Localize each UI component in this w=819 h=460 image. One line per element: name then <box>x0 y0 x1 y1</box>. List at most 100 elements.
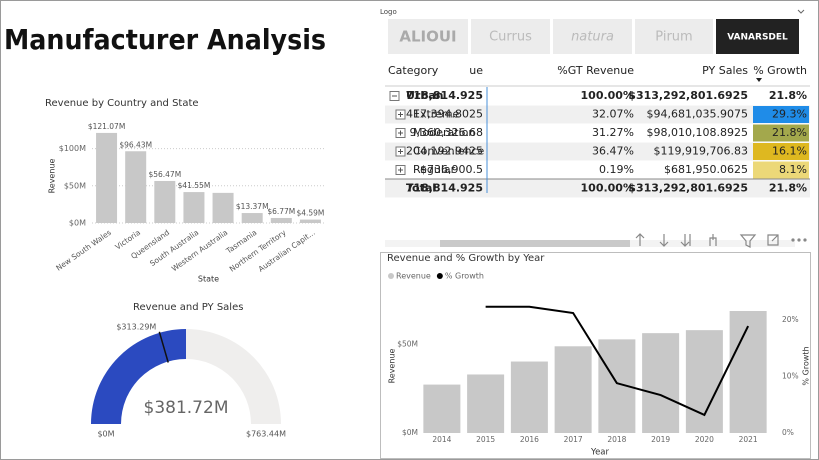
data-label: $96.43M <box>119 140 152 149</box>
line <box>485 305 750 417</box>
x-tick-label: 2014 <box>432 435 451 444</box>
data-label: $6.77M <box>267 207 295 216</box>
gauge-value <box>91 329 186 424</box>
column-header: % Growth <box>753 64 807 77</box>
logo-text: natura <box>571 30 614 45</box>
table-cell: $94,681,035.9075 <box>647 108 748 121</box>
y-axis-title: Revenue <box>48 159 57 194</box>
expand-glyph <box>398 149 403 154</box>
expand-glyph <box>398 112 403 117</box>
legend-marker <box>436 273 443 279</box>
legend-label: Revenue <box>396 272 431 281</box>
y-tick-label: $50M <box>397 339 418 348</box>
table-cell: Moderation <box>413 126 475 139</box>
table-cell: Convenience <box>413 145 484 158</box>
x-tick-label: 2018 <box>607 435 626 444</box>
sort-indicator <box>756 78 762 82</box>
bar <box>299 219 321 223</box>
bar <box>125 151 147 223</box>
x-tick-label: 2017 <box>564 435 583 444</box>
column-header: ue <box>469 64 483 77</box>
logo-text: VANARSDEL <box>727 33 788 43</box>
chart-title: Revenue and % Growth by Year <box>387 253 545 264</box>
table-cell: 21.8% <box>769 182 807 195</box>
legend-marker <box>388 273 394 279</box>
data-label: $4.59M <box>296 209 324 218</box>
table-cell: $119,919,706.83 <box>654 145 748 158</box>
gauge-value-label: $381.72M <box>144 398 229 418</box>
y2-axis-title: % Growth <box>802 346 811 385</box>
logo-tile[interactable] <box>553 19 632 54</box>
logo-tile[interactable] <box>471 19 550 54</box>
gauge-target <box>158 331 169 363</box>
table-cell: $681,950.0625 <box>664 163 748 176</box>
table-cell: 16.1% <box>772 145 807 158</box>
table-cell: Urban <box>406 89 444 102</box>
row-band <box>385 142 810 161</box>
logo-text: Currus <box>489 30 532 45</box>
table-cell: Regular <box>413 163 456 176</box>
table-cell: 9,360,326.68 <box>410 126 483 139</box>
table-cell: 31.27% <box>592 126 634 139</box>
data-label: $13.37M <box>236 202 269 211</box>
combo-panel-border <box>380 252 811 459</box>
table-cell: 21.8% <box>769 89 807 102</box>
gauge-max-label: $763.44M <box>246 430 286 439</box>
chart-title: Revenue by Country and State <box>45 98 199 109</box>
x-tick-label: 2015 <box>476 435 495 444</box>
y-tick-label: $0M <box>402 428 418 437</box>
table-cell: Extreme <box>413 108 460 121</box>
logo-tile[interactable] <box>716 19 799 54</box>
gauge-min-label: $0M <box>97 430 114 439</box>
visual-toolbar[interactable] <box>635 233 807 248</box>
table-cell: 100.00% <box>581 182 634 195</box>
x-axis-title: Year <box>590 448 610 458</box>
table-cell: 0.19% <box>599 163 634 176</box>
x-tick-label: 2021 <box>739 435 758 444</box>
data-label: $41.55M <box>178 181 211 190</box>
bar <box>212 192 234 223</box>
page-title: Manufacturer Analysis <box>4 23 326 56</box>
row-band <box>385 179 810 198</box>
logo-tile[interactable] <box>635 19 713 54</box>
scrollbar-thumb[interactable] <box>440 240 630 247</box>
y-axis-title: Revenue <box>388 349 397 384</box>
table-cell: 29.3% <box>772 108 807 121</box>
table-cell: $736,900.5 <box>420 163 483 176</box>
y2-tick-label: 10% <box>782 371 799 380</box>
table-cell: $98,010,108.8925 <box>647 126 748 139</box>
table-cell: 718,814.925 <box>406 182 483 195</box>
y-tick-label: $0M <box>69 219 86 228</box>
y-tick-label: $100M <box>59 144 86 153</box>
table-cell: 36.47% <box>592 145 634 158</box>
legend-label: % Growth <box>445 272 484 281</box>
growth-cell <box>753 124 809 142</box>
table-cell: 204,192.9425 <box>406 145 483 158</box>
bar <box>423 384 461 433</box>
logo-text: ALIOUI <box>399 28 456 46</box>
bar <box>241 213 263 223</box>
chart-title: Revenue and PY Sales <box>133 302 243 313</box>
bar <box>183 192 205 223</box>
data-label: $56.47M <box>148 170 181 179</box>
bar <box>270 217 292 223</box>
bar <box>154 180 176 223</box>
bar <box>96 132 118 223</box>
expand-glyph <box>398 130 403 136</box>
table-cell: 718,814.925 <box>406 89 483 102</box>
column-header: %GT Revenue <box>557 64 634 77</box>
logo-tile[interactable] <box>388 19 468 54</box>
x-tick-label: 2020 <box>695 435 714 444</box>
table-cell: Total <box>406 182 436 195</box>
table-cell: 417,394.8025 <box>406 108 483 121</box>
y-tick-label: $50M <box>64 181 86 190</box>
table-cell: 8.1% <box>779 163 807 176</box>
bar <box>685 330 723 433</box>
x-tick-label: 2016 <box>520 435 539 444</box>
slicer-chevron[interactable] <box>797 9 805 14</box>
growth-cell <box>753 106 809 123</box>
bar <box>510 361 548 433</box>
bar <box>467 374 505 433</box>
